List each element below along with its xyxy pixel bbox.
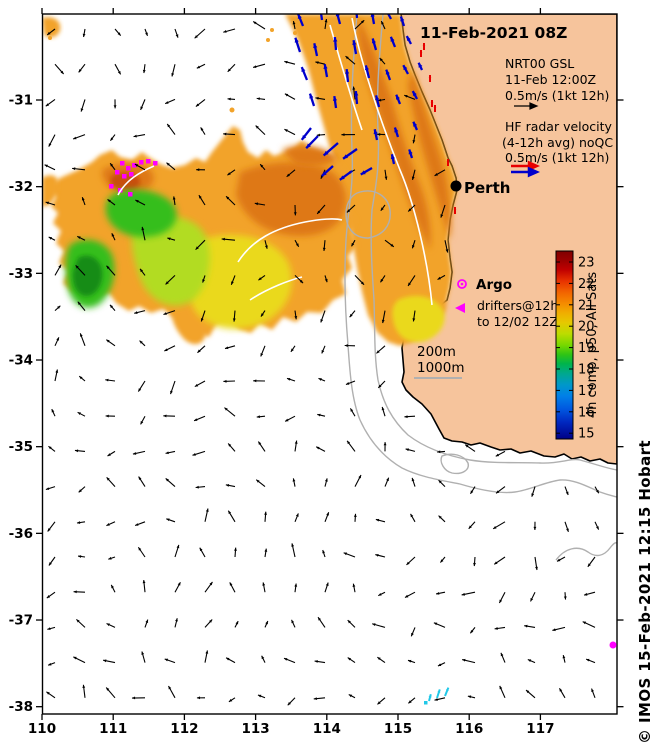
plot-title: 11-Feb-2021 08Z: [420, 24, 567, 42]
perth-dot: [450, 180, 462, 192]
x-tick-label: 117: [526, 721, 554, 737]
credit-text: © IMOS 15-Feb-2021 12:15 Hobart: [636, 440, 654, 744]
y-tick-label: -36: [9, 526, 33, 542]
current-vector-field: [44, 18, 600, 706]
bathymetry-contours: [344, 14, 617, 561]
argo-legend: Argo drifters@12h to 12/02 12Z: [455, 277, 558, 329]
gsl-legend-line1: NRT00 GSL: [505, 56, 574, 71]
cyan-drifter-marks: [424, 687, 450, 705]
sst-top-band-dark: [282, 145, 338, 166]
sst-strip-core: [357, 16, 431, 250]
y-tick-label: -38: [9, 699, 33, 715]
scale-arrow-icon: [514, 102, 539, 110]
colorbar-tick-label: 20: [578, 320, 595, 335]
bathy-200m-contour: [370, 14, 617, 471]
drifter-marker-icon: [455, 303, 465, 313]
y-tick-label: -32: [9, 179, 33, 195]
sst-field: [42, 14, 457, 346]
depth-legend: 200m 1000m: [414, 344, 465, 379]
perth-marker: Perth: [450, 179, 510, 197]
colorbar-tick-label: 19: [578, 341, 595, 356]
y-tick-label: -31: [9, 93, 33, 109]
x-tick-label: 111: [99, 721, 127, 737]
gsl-legend-line3: 0.5m/s (1kt 12h): [505, 88, 609, 103]
bathy-1000m-contour: [344, 14, 617, 498]
x-tick-label: 110: [28, 721, 56, 737]
sst-right-lobe-dark: [236, 162, 347, 236]
sst-specks: [48, 28, 297, 113]
drifters-label-line1: drifters@12h: [477, 298, 558, 313]
colorbar-tick-label: 17: [578, 384, 595, 399]
colorbar-bar: [555, 250, 574, 440]
argo-marker-dot: [460, 282, 464, 286]
hf-legend-line1: HF radar velocity: [505, 119, 613, 134]
x-tick-label: 116: [455, 721, 483, 737]
sst-corner-patch: [42, 17, 61, 38]
sst-yellow-area: [186, 234, 292, 329]
hf-radar-vectors: [294, 14, 424, 181]
x-tick-label: 115: [384, 721, 412, 737]
depth-1000m-label: 1000m: [417, 360, 465, 376]
stray-drifter-dot: [609, 641, 617, 649]
colorbar-tick-label: 15: [578, 427, 595, 442]
sst-deep-core: [110, 172, 141, 191]
plot-frame: [41, 13, 618, 715]
colorbar-tick-label: 23: [578, 256, 595, 271]
y-tick-label: -33: [9, 266, 33, 282]
sst-strip-bottom-yellow: [392, 295, 445, 343]
colorbar-ticks: 23 22 21 20 19 18 17 16 15: [556, 256, 595, 442]
axes: 110 111 112 113 114 115 116 117 -31 -32 -33 -34 -35 -…: [9, 8, 624, 737]
colorbar-label: 4h comp, p50, All Sats: [585, 272, 600, 419]
gsl-white-contours: [117, 17, 433, 306]
drifters-label-line2: to 12/02 12Z: [477, 314, 558, 329]
bathy-perth-canyon-loop: [345, 190, 391, 239]
annotations: 11-Feb-2021 08Z NRT00 GSL 11-Feb 12:00Z …: [414, 24, 617, 649]
x-tick-label: 114: [313, 721, 341, 737]
sst-strip-coast-band: [408, 70, 451, 240]
colorbar-tick-label: 18: [578, 363, 595, 378]
hf-red-arrow-icon: [511, 160, 540, 172]
sst-dark-green-core: [72, 255, 103, 296]
depth-200m-label: 200m: [417, 344, 456, 360]
y-tick-label: -37: [9, 613, 33, 629]
colorbar: 23 22 21 20 19 18 17 16 15 4h comp, p50, All Sat…: [555, 250, 600, 442]
y-tick-label: -35: [9, 439, 33, 455]
gsl-legend: NRT00 GSL 11-Feb 12:00Z 0.5m/s (1kt 12h): [505, 56, 609, 110]
gsl-legend-line2: 11-Feb 12:00Z: [505, 72, 596, 87]
radar-site-marks: [419, 43, 457, 214]
x-tick-label: 112: [170, 721, 198, 737]
perth-label: Perth: [464, 179, 510, 197]
hf-legend-line3: 0.5m/s (1kt 12h): [505, 150, 609, 165]
sst-green-band: [105, 189, 177, 238]
argo-label: Argo: [476, 277, 512, 293]
hf-blue-arrow-icon: [511, 166, 540, 178]
colorbar-tick-label: 21: [578, 298, 595, 313]
hf-legend: HF radar velocity (4-12h avg) noQC 0.5m/…: [502, 119, 613, 178]
colorbar-tick-label: 16: [578, 405, 595, 420]
argo-marker-icon: [457, 279, 467, 289]
bathy-south-wiggle: [555, 542, 617, 561]
hf-legend-line2: (4-12h avg) noQC: [502, 135, 613, 150]
x-tick-label: 113: [242, 721, 270, 737]
y-tick-label: -34: [9, 353, 33, 369]
sst-yellow-green-area: [131, 216, 210, 306]
colorbar-tick-label: 22: [578, 277, 595, 292]
bathy-small-loop: [440, 453, 469, 475]
sst-left-edge-patch: [42, 175, 59, 207]
